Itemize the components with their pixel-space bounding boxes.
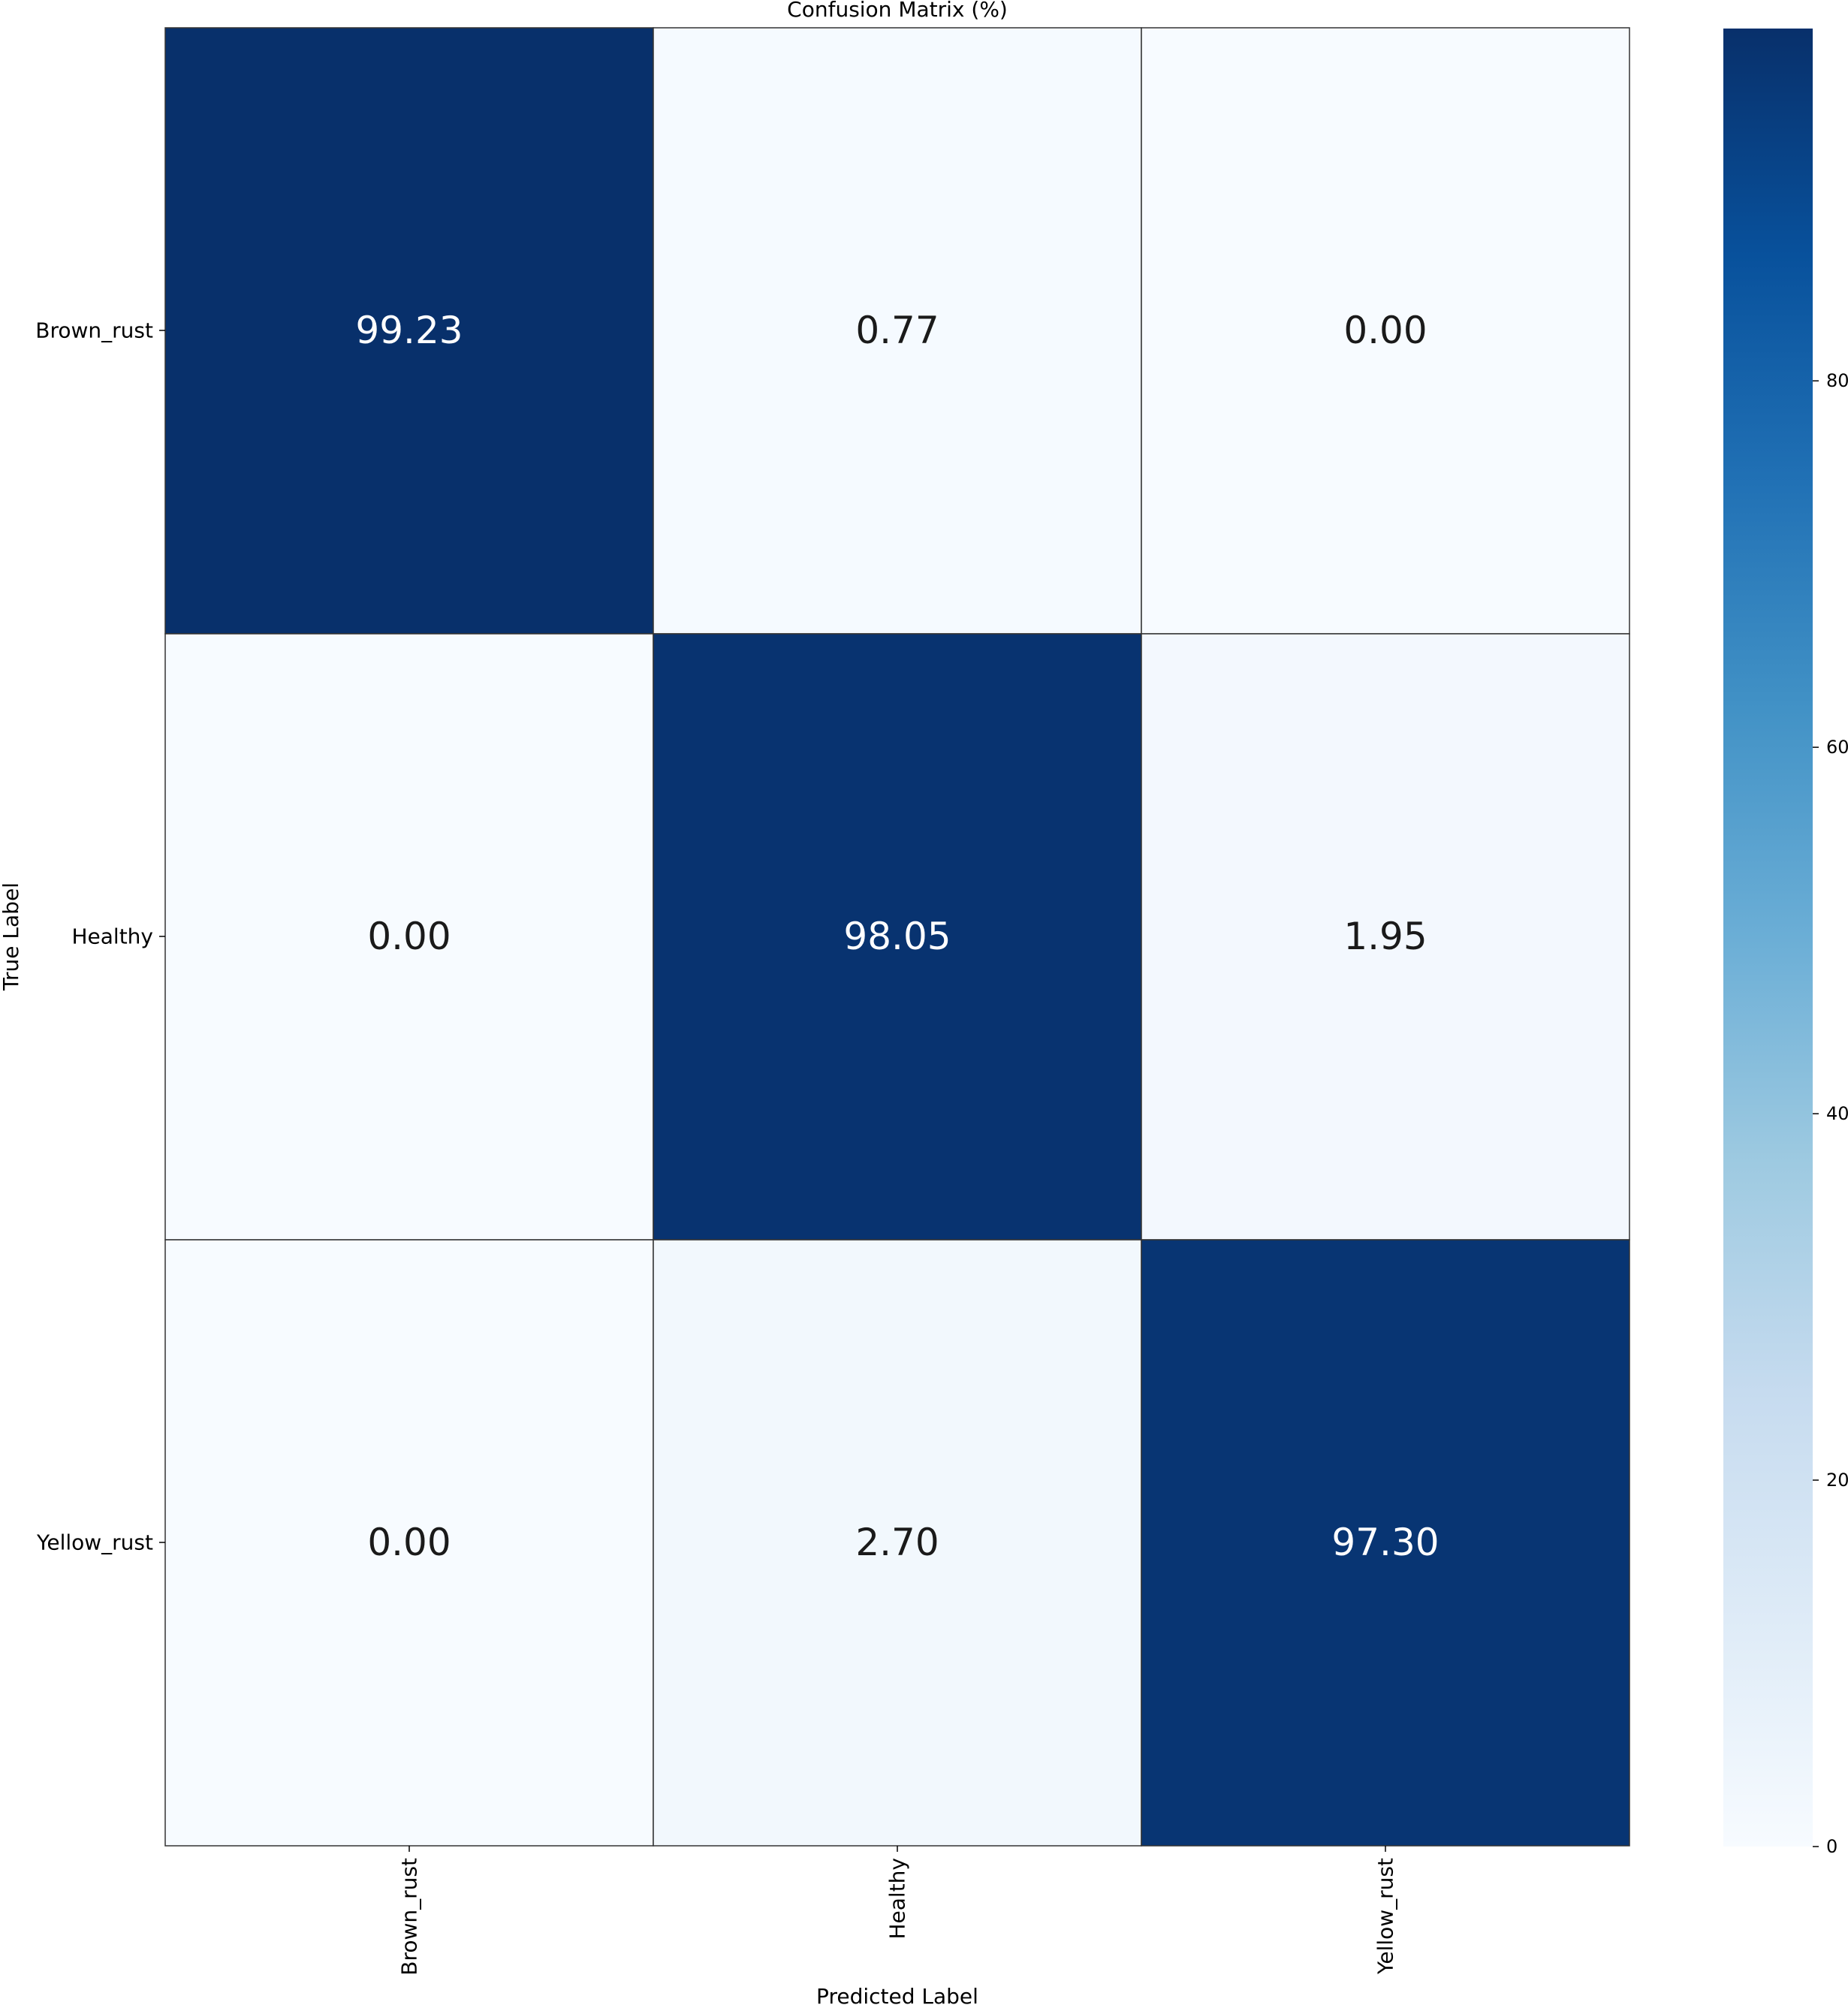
y-tick-label: Brown_rust <box>35 318 153 343</box>
y-tick-label: Healthy <box>71 924 153 949</box>
cell-value-label: 0.00 <box>367 915 451 958</box>
x-tick-label: Yellow_rust <box>1373 1858 1398 1975</box>
heatmap-cell-healthy-healthy <box>653 633 1142 1241</box>
colorbar-ticks: 0 20 40 60 80 <box>1813 370 1848 1857</box>
cell-value-label: 99.23 <box>355 309 463 352</box>
colorbar-tick-label: 60 <box>1826 737 1848 758</box>
colorbar-tick-label: 20 <box>1826 1470 1848 1491</box>
y-axis-label: True Label <box>0 882 23 991</box>
heatmap-cell-healthy-yellow_rust <box>1141 633 1630 1241</box>
heatmap-cell-brown_rust-yellow_rust <box>1141 27 1630 635</box>
heatmap-cell-yellow_rust-brown_rust <box>164 1239 654 1847</box>
heatmap-cell-labels: 99.23 0.77 0.00 0.00 98.05 1.95 0.00 2.70 97.30 <box>355 309 1439 1564</box>
chart-title: Confusion Matrix (%) <box>787 0 1008 22</box>
colorbar-tick-label: 80 <box>1826 370 1848 391</box>
x-axis-label: Predicted Label <box>816 1984 978 2008</box>
colorbar-tick-label: 40 <box>1826 1103 1848 1124</box>
cell-value-label: 98.05 <box>843 915 951 958</box>
colorbar-tick-label: 0 <box>1826 1836 1837 1857</box>
heatmap-cell-brown_rust-brown_rust <box>164 27 654 635</box>
y-axis-ticks: Brown_rust Healthy Yellow_rust <box>35 318 165 1555</box>
cell-value-label: 2.70 <box>855 1521 939 1564</box>
y-tick-label: Yellow_rust <box>36 1530 153 1555</box>
heatmap-cell-brown_rust-healthy <box>653 27 1142 635</box>
cell-value-label: 0.00 <box>1343 309 1427 352</box>
heatmap-cell-yellow_rust-healthy <box>653 1239 1142 1847</box>
colorbar <box>1723 29 1813 1847</box>
cell-value-label: 0.00 <box>367 1521 451 1564</box>
cell-value-label: 1.95 <box>1343 915 1427 958</box>
heatmap-cells <box>164 27 1630 1847</box>
heatmap-cell-healthy-brown_rust <box>164 633 654 1241</box>
x-axis-ticks: Brown_rust Healthy Yellow_rust <box>397 1846 1398 1976</box>
x-tick-label: Healthy <box>885 1858 910 1940</box>
cell-value-label: 0.77 <box>855 309 939 352</box>
cell-value-label: 97.30 <box>1331 1521 1439 1564</box>
x-tick-label: Brown_rust <box>397 1858 422 1976</box>
